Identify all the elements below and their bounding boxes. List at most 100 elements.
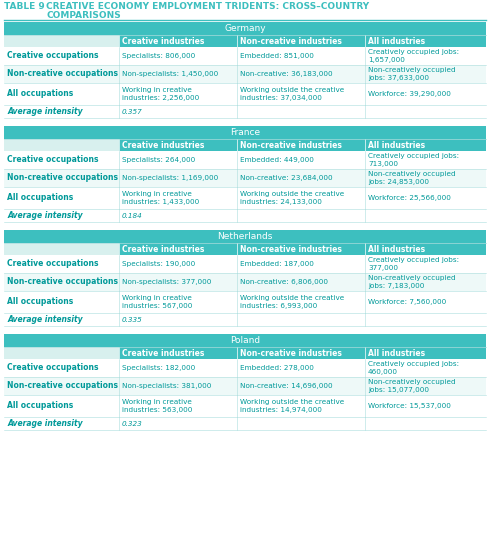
Bar [4, 35, 119, 47]
Text: Specialists: 806,000: Specialists: 806,000 [122, 53, 195, 59]
Text: Creative industries: Creative industries [122, 245, 204, 254]
Text: All occupations: All occupations [7, 297, 73, 306]
Text: Germany: Germany [224, 24, 266, 33]
Text: Average intensity: Average intensity [7, 211, 83, 220]
Text: All occupations: All occupations [7, 193, 73, 203]
Text: Non-creative: 6,806,000: Non-creative: 6,806,000 [240, 279, 328, 285]
Text: All industries: All industries [368, 141, 425, 149]
Bar [119, 347, 237, 359]
Text: Non-specialists: 377,000: Non-specialists: 377,000 [122, 279, 211, 285]
Text: Non-creatively occupied
jobs: 15,077,000: Non-creatively occupied jobs: 15,077,000 [368, 379, 456, 393]
Text: Non-specialists: 1,169,000: Non-specialists: 1,169,000 [122, 175, 218, 181]
Bar [237, 347, 365, 359]
Text: Workforce: 15,537,000: Workforce: 15,537,000 [368, 403, 451, 409]
Text: Non-specialists: 381,000: Non-specialists: 381,000 [122, 383, 211, 389]
Text: Non-creative: 14,696,000: Non-creative: 14,696,000 [240, 383, 333, 389]
Text: Working in creative
industries: 2,256,000: Working in creative industries: 2,256,00… [122, 87, 199, 101]
Text: Non-creatively occupied
jobs: 24,853,000: Non-creatively occupied jobs: 24,853,000 [368, 172, 456, 184]
Text: Non-creatively occupied
jobs: 7,183,000: Non-creatively occupied jobs: 7,183,000 [368, 276, 456, 289]
Text: Creatively occupied jobs:
713,000: Creatively occupied jobs: 713,000 [368, 154, 459, 167]
Text: Creative occupations: Creative occupations [7, 156, 98, 165]
Text: Average intensity: Average intensity [7, 107, 83, 116]
Text: Non-creative industries: Non-creative industries [240, 36, 342, 45]
Text: Non-creatively occupied
jobs: 37,633,000: Non-creatively occupied jobs: 37,633,000 [368, 67, 456, 80]
Bar [365, 347, 486, 359]
Text: Creative industries: Creative industries [122, 349, 204, 358]
Bar [4, 83, 486, 105]
Text: All industries: All industries [368, 349, 425, 358]
Text: Embedded: 851,000: Embedded: 851,000 [240, 53, 314, 59]
Bar [4, 65, 486, 83]
Text: All industries: All industries [368, 245, 425, 254]
Text: Working outside the creative
industries: 14,974,000: Working outside the creative industries:… [240, 399, 344, 413]
Text: Non-creative: 23,684,000: Non-creative: 23,684,000 [240, 175, 333, 181]
Text: Non-creative industries: Non-creative industries [240, 349, 342, 358]
Bar [4, 230, 486, 243]
Text: Working outside the creative
industries: 37,034,000: Working outside the creative industries:… [240, 87, 344, 101]
Bar [4, 417, 486, 430]
Bar [237, 243, 365, 255]
Text: Non-creative industries: Non-creative industries [240, 245, 342, 254]
Text: Workforce: 25,566,000: Workforce: 25,566,000 [368, 195, 451, 201]
Bar [4, 187, 486, 209]
Bar [119, 35, 237, 47]
Bar [4, 243, 119, 255]
Text: Workforce: 39,290,000: Workforce: 39,290,000 [368, 91, 451, 97]
Text: 0.184: 0.184 [122, 213, 143, 219]
Bar [4, 359, 486, 377]
Text: Creative industries: Creative industries [122, 36, 204, 45]
Text: All occupations: All occupations [7, 90, 73, 99]
Bar [4, 126, 486, 139]
Text: Workforce: 7,560,000: Workforce: 7,560,000 [368, 299, 446, 305]
Text: Creatively occupied jobs:
1,657,000: Creatively occupied jobs: 1,657,000 [368, 50, 459, 62]
Text: Creatively occupied jobs:
460,000: Creatively occupied jobs: 460,000 [368, 361, 459, 375]
Bar [237, 139, 365, 151]
Bar [4, 139, 119, 151]
Text: Working outside the creative
industries: 24,133,000: Working outside the creative industries:… [240, 191, 344, 205]
Text: Non-creative occupations: Non-creative occupations [7, 174, 118, 182]
Text: 0.335: 0.335 [122, 317, 143, 322]
Bar [4, 313, 486, 326]
Bar [4, 169, 486, 187]
Text: Creatively occupied jobs:
377,000: Creatively occupied jobs: 377,000 [368, 257, 459, 271]
Bar [4, 22, 486, 35]
Text: Specialists: 182,000: Specialists: 182,000 [122, 365, 195, 371]
Bar [4, 395, 486, 417]
Bar [237, 35, 365, 47]
Text: Working in creative
industries: 1,433,000: Working in creative industries: 1,433,00… [122, 191, 199, 205]
Text: Non-creative occupations: Non-creative occupations [7, 278, 118, 287]
Text: CREATIVE ECONOMY EMPLOYMENT TRIDENTS: CROSS–COUNTRY: CREATIVE ECONOMY EMPLOYMENT TRIDENTS: CR… [46, 2, 369, 11]
Text: Non-creative industries: Non-creative industries [240, 141, 342, 149]
Text: Specialists: 190,000: Specialists: 190,000 [122, 261, 195, 267]
Bar [4, 255, 486, 273]
Bar [4, 151, 486, 169]
Text: COMPARISONS: COMPARISONS [46, 11, 121, 20]
Text: France: France [230, 128, 260, 137]
Text: Non-creative occupations: Non-creative occupations [7, 382, 118, 391]
Text: Creative occupations: Creative occupations [7, 260, 98, 269]
Text: Creative industries: Creative industries [122, 141, 204, 149]
Text: Netherlands: Netherlands [217, 232, 273, 241]
Text: Working in creative
industries: 563,000: Working in creative industries: 563,000 [122, 399, 193, 413]
Text: Non-specialists: 1,450,000: Non-specialists: 1,450,000 [122, 71, 218, 77]
Bar [4, 291, 486, 313]
Text: Specialists: 264,000: Specialists: 264,000 [122, 157, 195, 163]
Bar [119, 139, 237, 151]
Bar [4, 209, 486, 222]
Text: TABLE 9: TABLE 9 [4, 2, 45, 11]
Text: Poland: Poland [230, 336, 260, 345]
Text: Embedded: 449,000: Embedded: 449,000 [240, 157, 314, 163]
Text: 0.323: 0.323 [122, 421, 143, 426]
Bar [4, 347, 119, 359]
Text: Creative occupations: Creative occupations [7, 52, 98, 61]
Text: Working outside the creative
industries: 6,993,000: Working outside the creative industries:… [240, 295, 344, 309]
Bar [4, 105, 486, 118]
Text: Working in creative
industries: 567,000: Working in creative industries: 567,000 [122, 295, 193, 309]
Bar [119, 243, 237, 255]
Text: Non-creative occupations: Non-creative occupations [7, 69, 118, 78]
Text: Embedded: 278,000: Embedded: 278,000 [240, 365, 314, 371]
Text: Average intensity: Average intensity [7, 419, 83, 428]
Text: All industries: All industries [368, 36, 425, 45]
Text: Creative occupations: Creative occupations [7, 364, 98, 373]
Bar [4, 273, 486, 291]
